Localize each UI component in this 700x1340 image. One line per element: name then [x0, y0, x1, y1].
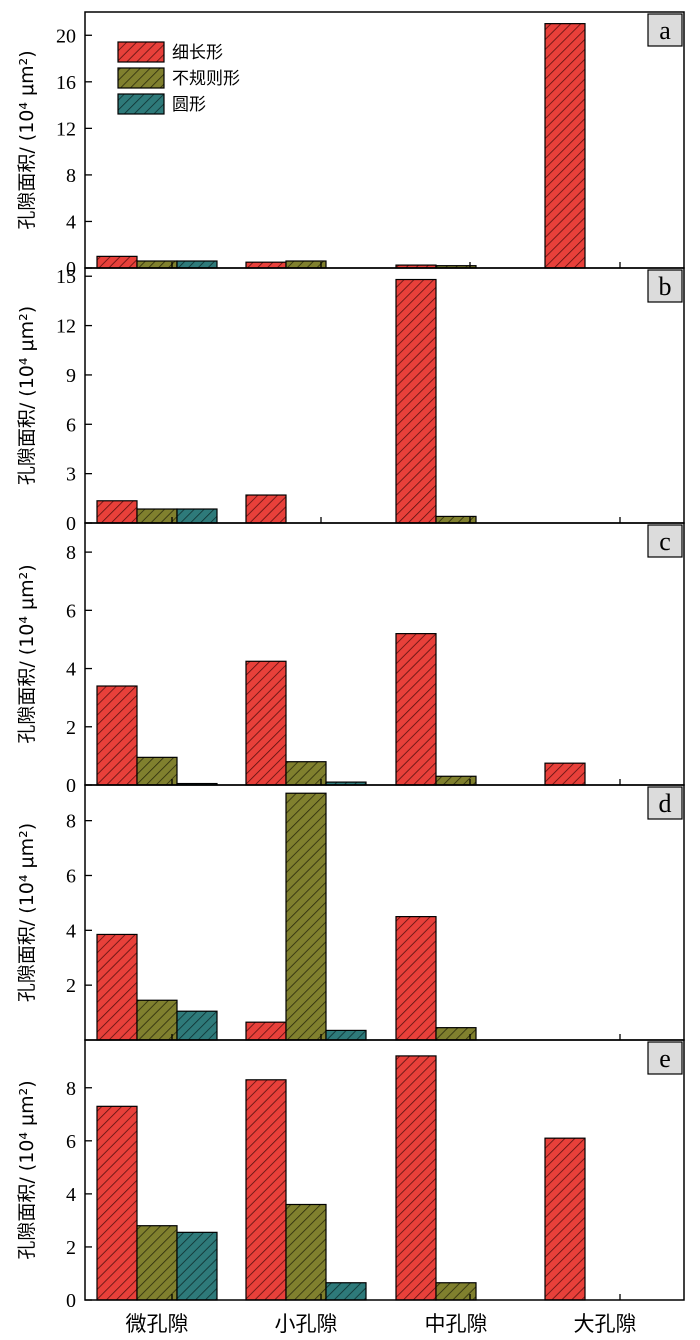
bar-c-细长形-小孔隙: [245, 660, 287, 786]
panel-d: 2 4 6 8 d 孔隙面积/ (10⁴ μm²): [16, 784, 685, 1041]
bar-d-细长形-中孔隙: [395, 916, 437, 1041]
panel-c: 0 2 4 6 8 c 孔隙面积/ (10⁴ μm²): [16, 522, 685, 797]
bar-e-圆形-微孔隙: [176, 1231, 218, 1301]
x-category-labels: 微孔隙 小孔隙 中孔隙 大孔隙: [126, 1312, 637, 1336]
y-tick-label: 6: [66, 600, 76, 622]
panel-tag-box: [647, 524, 683, 558]
bar-d-不规则形-小孔隙: [285, 792, 327, 1041]
y-tick-label: 8: [66, 165, 76, 187]
bar-b-不规则形-微孔隙: [136, 508, 178, 524]
panel-tag-d: d: [659, 789, 672, 818]
bar-a-细长形-微孔隙: [96, 255, 138, 269]
panel-tag-box: [647, 1041, 683, 1075]
panel-tag-box: [647, 13, 683, 47]
bar-b-圆形-微孔隙: [176, 508, 218, 524]
bar-e-细长形-微孔隙: [96, 1105, 138, 1301]
bar-d-细长形-小孔隙: [245, 1021, 287, 1041]
y-axis-label: 孔隙面积/ (10⁴ μm²): [16, 823, 38, 1002]
bar-a-圆形-微孔隙: [176, 260, 218, 269]
legend-label-细长形: 细长形: [172, 43, 223, 63]
y-tick-label: 20: [56, 25, 76, 47]
y-tick-label: 6: [66, 865, 76, 887]
y-tick-label: 15: [56, 266, 76, 288]
bar-a-不规则形-微孔隙: [136, 260, 178, 269]
y-tick-label: 0: [66, 1290, 76, 1312]
legend-label-圆形: 圆形: [172, 95, 206, 115]
bar-c-细长形-微孔隙: [96, 685, 138, 786]
y-tick-label: 12: [56, 316, 76, 338]
y-tick-label: 4: [66, 1184, 76, 1206]
y-tick-label: 6: [66, 1131, 76, 1153]
panel-tag-box: [647, 786, 683, 820]
bar-b-细长形-微孔隙: [96, 500, 138, 524]
bar-d-细长形-微孔隙: [96, 933, 138, 1041]
panel-tag-b: b: [659, 272, 672, 301]
panel-frame-b: [84, 267, 685, 524]
panel-frame-c: [84, 522, 685, 786]
bar-a-细长形-小孔隙: [245, 261, 287, 269]
x-category-中孔隙: 中孔隙: [425, 1312, 488, 1336]
y-axis-label: 孔隙面积/ (10⁴ μm²): [16, 306, 38, 485]
y-axis-label: 孔隙面积/ (10⁴ μm²): [16, 1080, 38, 1259]
y-tick-label: 12: [56, 118, 76, 140]
legend-swatch-圆形: [117, 93, 165, 115]
bar-a-细长形-大孔隙: [544, 23, 586, 269]
bar-b-细长形-中孔隙: [395, 278, 437, 524]
y-tick-label: 4: [66, 659, 76, 681]
panel-tag-a: a: [659, 16, 671, 45]
y-tick-label: 4: [66, 920, 76, 942]
panel-tag-c: c: [659, 527, 671, 556]
panel-a: 0 4 8 12 16 20 a 孔隙面积/ (10⁴ μm²): [16, 11, 685, 280]
panel-tag-e: e: [659, 1044, 671, 1073]
y-tick-label: 6: [66, 414, 76, 436]
bar-e-不规则形-小孔隙: [285, 1203, 327, 1301]
bar-e-细长形-大孔隙: [544, 1137, 586, 1301]
bar-d-不规则形-微孔隙: [136, 999, 178, 1041]
bar-c-细长形-大孔隙: [544, 762, 586, 786]
y-tick-label: 2: [66, 975, 76, 997]
panel-b: 0 3 6 9 12 15 b 孔隙面积/ (10⁴ μm²): [16, 266, 685, 535]
panel-tag-box: [647, 269, 683, 303]
y-axis-label: 孔隙面积/ (10⁴ μm²): [16, 50, 38, 229]
y-tick-label: 2: [66, 1237, 76, 1259]
bar-c-细长形-中孔隙: [395, 633, 437, 786]
legend-swatch-不规则形: [117, 67, 165, 89]
x-category-小孔隙: 小孔隙: [275, 1312, 338, 1336]
legend-swatch-细长形: [117, 41, 165, 63]
y-axis-label: 孔隙面积/ (10⁴ μm²): [16, 564, 38, 743]
bar-d-圆形-微孔隙: [176, 1010, 218, 1041]
bar-c-不规则形-微孔隙: [136, 756, 178, 786]
bar-b-细长形-小孔隙: [245, 494, 287, 524]
bar-e-不规则形-微孔隙: [136, 1225, 178, 1301]
bar-e-细长形-中孔隙: [395, 1055, 437, 1301]
panel-e: 0 2 4 6 8 e 孔隙面积/ (10⁴ μm²): [16, 1039, 685, 1312]
y-tick-label: 16: [56, 72, 76, 94]
bar-d-圆形-小孔隙: [325, 1029, 367, 1041]
x-category-微孔隙: 微孔隙: [126, 1312, 189, 1336]
y-tick-label: 4: [66, 211, 76, 233]
y-tick-label: 0: [66, 258, 76, 280]
legend-label-不规则形: 不规则形: [172, 69, 240, 89]
y-tick-label: 8: [66, 811, 76, 833]
y-tick-label: 8: [66, 542, 76, 564]
y-tick-label: 9: [66, 365, 76, 387]
bar-e-细长形-小孔隙: [245, 1079, 287, 1301]
y-tick-label: 3: [66, 464, 76, 486]
y-tick-label: 0: [66, 513, 76, 535]
bar-a-不规则形-小孔隙: [285, 260, 327, 269]
panel-frame-e: [84, 1039, 685, 1301]
y-tick-label: 0: [66, 775, 76, 797]
x-category-大孔隙: 大孔隙: [574, 1312, 637, 1336]
bar-c-不规则形-小孔隙: [285, 761, 327, 786]
y-tick-label: 8: [66, 1078, 76, 1100]
y-tick-label: 2: [66, 717, 76, 739]
bar-e-圆形-小孔隙: [325, 1282, 367, 1301]
